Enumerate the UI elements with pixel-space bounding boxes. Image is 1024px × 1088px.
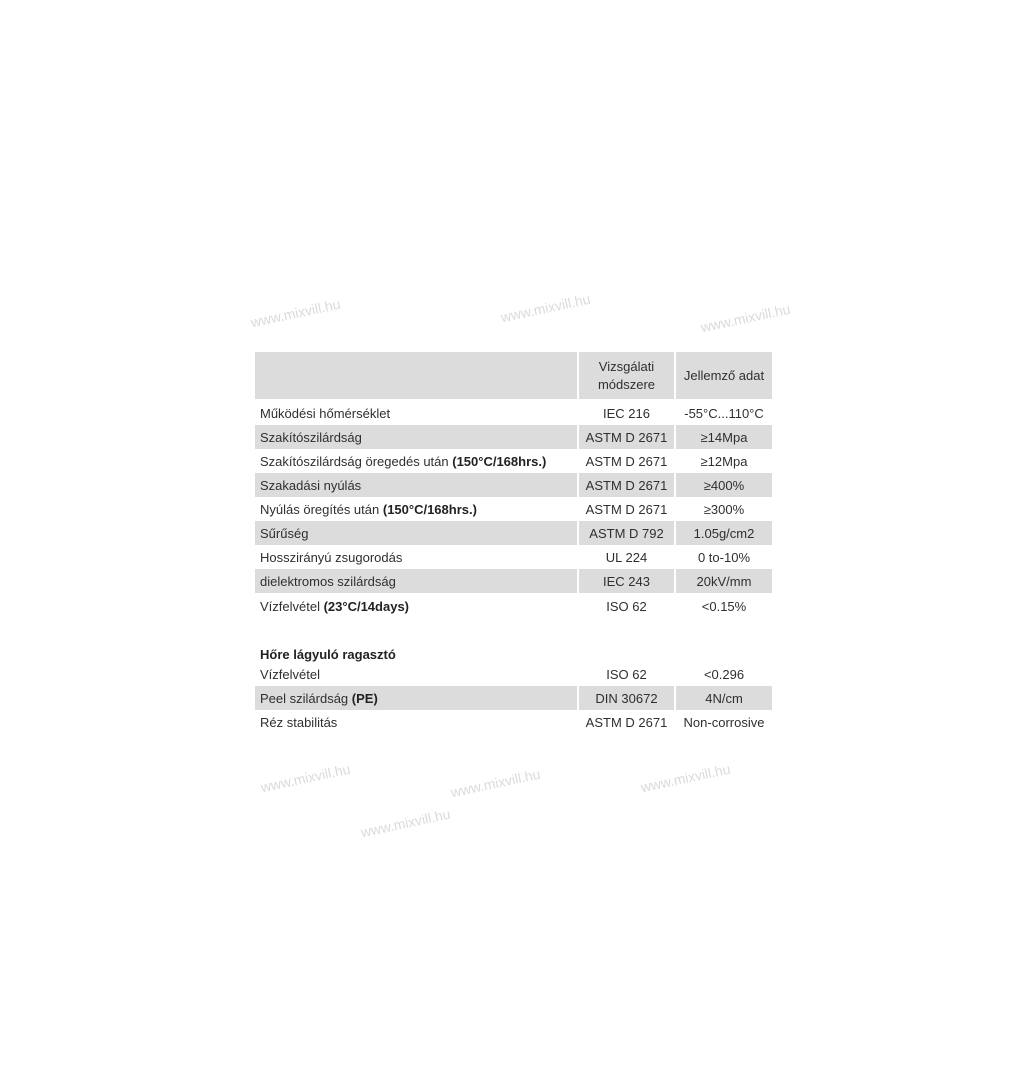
header-method: Vizsgálati módszere xyxy=(579,352,674,399)
property-label: Működési hőmérséklet xyxy=(260,405,391,421)
table-row: Sűrűség ASTM D 792 1.05g/cm2 xyxy=(255,521,772,545)
method-cell: ASTM D 2671 xyxy=(585,714,668,730)
watermark: www.mixvill.hu xyxy=(699,300,792,336)
watermark: www.mixvill.hu xyxy=(259,760,352,796)
property-label: Szakadási nyúlás xyxy=(260,477,362,493)
property-condition: (PE) xyxy=(351,690,378,706)
property-cell: Vízfelvétel xyxy=(255,667,577,682)
table-header: Vizsgálati módszere Jellemző adat xyxy=(255,352,772,399)
value-cell: ≥12Mpa xyxy=(700,453,748,469)
table-row: Vízfelvétel ISO 62 <0.296 xyxy=(255,662,772,686)
property-label: Szakítószilárdság öregedés után xyxy=(260,453,453,469)
watermark: www.mixvill.hu xyxy=(249,295,342,331)
section-title: Hőre lágyuló ragasztó xyxy=(260,647,396,662)
property-cell: Nyúlás öregítés után (150°C/168hrs.) xyxy=(255,502,577,517)
property-label: Hosszirányú zsugorodás xyxy=(260,549,403,565)
property-label: Peel szilárdság xyxy=(260,690,352,706)
watermark: www.mixvill.hu xyxy=(499,290,592,326)
property-label: Nyúlás öregítés után xyxy=(260,501,383,517)
value-cell: <0.296 xyxy=(703,666,745,682)
property-label: Réz stabilitás xyxy=(260,714,338,730)
table-row: Szakadási nyúlás ASTM D 2671 ≥400% xyxy=(255,473,772,497)
property-condition: (150°C/168hrs.) xyxy=(382,501,477,517)
property-label: Vízfelvétel xyxy=(260,666,320,682)
table-row: dielektromos szilárdság IEC 243 20kV/mm xyxy=(255,569,772,593)
property-condition: (150°C/168hrs.) xyxy=(452,453,547,469)
property-cell: Sűrűség xyxy=(255,521,577,545)
properties-table: Vizsgálati módszere Jellemző adat Működé… xyxy=(255,352,772,734)
property-condition: (23°C/14days) xyxy=(323,599,410,614)
method-cell: DIN 30672 xyxy=(579,686,674,710)
table-row: Réz stabilitás ASTM D 2671 Non-corrosive xyxy=(255,710,772,734)
table-row: Szakítószilárdság öregedés után (150°C/1… xyxy=(255,449,772,473)
table-row: Vízfelvétel (23°C/14days) ISO 62 <0.15% xyxy=(255,593,772,620)
value-cell: <0.15% xyxy=(701,599,747,614)
value-cell: 1.05g/cm2 xyxy=(676,521,772,545)
method-cell: ASTM D 792 xyxy=(579,521,674,545)
value-cell: 20kV/mm xyxy=(676,569,772,593)
property-cell: Réz stabilitás xyxy=(255,715,577,730)
watermark: www.mixvill.hu xyxy=(359,805,452,841)
method-cell: ISO 62 xyxy=(606,599,647,614)
method-cell: IEC 216 xyxy=(603,405,650,421)
value-cell: ≥400% xyxy=(676,473,772,497)
watermark: www.mixvill.hu xyxy=(449,765,542,801)
method-cell: ASTM D 2671 xyxy=(585,453,668,469)
property-cell: Hosszirányú zsugorodás xyxy=(255,550,577,565)
watermark: www.mixvill.hu xyxy=(639,760,732,796)
property-label: Vízfelvétel xyxy=(260,599,324,614)
header-value: Jellemző adat xyxy=(676,352,772,399)
value-cell: 0 to-10% xyxy=(697,549,751,565)
property-label: dielektromos szilárdság xyxy=(260,573,396,589)
value-cell: Non-corrosive xyxy=(683,714,765,730)
value-cell: -55°C...110°C xyxy=(684,405,764,421)
property-cell: Szakítószilárdság öregedés után (150°C/1… xyxy=(255,454,577,469)
property-cell: Szakadási nyúlás xyxy=(255,473,577,497)
property-cell: Szakítószilárdság xyxy=(255,425,577,449)
property-label: Sűrűség xyxy=(260,525,309,541)
property-label: Szakítószilárdság xyxy=(260,429,362,445)
table-row: Nyúlás öregítés után (150°C/168hrs.) ASTM… xyxy=(255,497,772,521)
property-cell: Működési hőmérséklet xyxy=(255,406,577,421)
header-property xyxy=(255,352,577,399)
property-cell: dielektromos szilárdság xyxy=(255,569,577,593)
table-row: Peel szilárdság (PE) DIN 30672 4N/cm xyxy=(255,686,772,710)
table-row: Működési hőmérséklet IEC 216 -55°C...110°C xyxy=(255,401,772,425)
method-cell: IEC 243 xyxy=(579,569,674,593)
method-cell: ASTM D 2671 xyxy=(579,473,674,497)
method-cell: ASTM D 2671 xyxy=(579,425,674,449)
value-cell: ≥300% xyxy=(703,501,745,517)
method-cell: ISO 62 xyxy=(606,666,647,682)
table-row: Hosszirányú zsugorodás UL 224 0 to-10% xyxy=(255,545,772,569)
table-row: Szakítószilárdság ASTM D 2671 ≥14Mpa xyxy=(255,425,772,449)
method-cell: ASTM D 2671 xyxy=(585,501,668,517)
property-cell: Vízfelvétel (23°C/14days) xyxy=(255,599,577,614)
value-cell: 4N/cm xyxy=(676,686,772,710)
property-cell: Peel szilárdság (PE) xyxy=(255,686,577,710)
method-cell: UL 224 xyxy=(605,549,648,565)
value-cell: ≥14Mpa xyxy=(676,425,772,449)
